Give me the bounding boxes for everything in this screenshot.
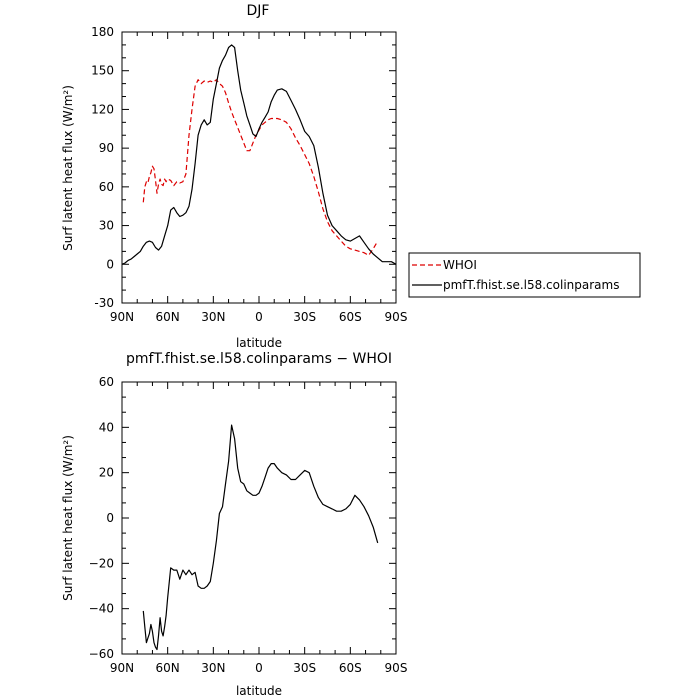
top-x-tick-label: 60S [339, 310, 362, 324]
bottom-ticks [121, 381, 397, 655]
top-series-line-whoi [142, 79, 379, 256]
top-plot-frame [121, 31, 397, 304]
bottom-y-tick-label: 20 [99, 466, 114, 480]
bottom-x-tick-label: 30S [293, 661, 316, 675]
bottom-y-tick-label: −40 [89, 602, 114, 616]
bottom-y-tick-label: 40 [99, 420, 114, 434]
bottom-x-tick-label: 60N [156, 661, 180, 675]
bottom-panel: pmfT.fhist.se.l58.colinparams − WHOI 90N… [61, 351, 407, 698]
bottom-y-tick-label: −60 [89, 647, 114, 661]
top-series-line-pmft [121, 44, 397, 265]
legend-box [408, 252, 641, 298]
top-y-tick-labels: -30 0 30 60 90 120 150 180 [91, 25, 114, 310]
top-y-tick-label: 0 [106, 257, 114, 271]
top-x-tick-label: 60N [156, 310, 180, 324]
bottom-series-line-difference [142, 424, 379, 651]
top-chart-title: DJF [247, 3, 270, 19]
top-y-tick-label: 60 [99, 180, 114, 194]
top-y-tick-label: 150 [91, 64, 114, 78]
top-y-tick-label: 90 [99, 141, 114, 155]
legend: WHOI pmfT.fhist.se.l58.colinparams [408, 252, 641, 298]
top-y-tick-label: 30 [99, 219, 114, 233]
bottom-x-tick-label: 60S [339, 661, 362, 675]
top-x-axis-label: latitude [236, 336, 282, 350]
top-panel: DJF 90N 60N 30N 0 30S 60S 90S -30 0 30 60 90 120 150… [61, 3, 407, 350]
top-x-tick-label: 90S [385, 310, 408, 324]
bottom-chart-title: pmfT.fhist.se.l58.colinparams − WHOI [126, 351, 392, 367]
top-y-tick-label: 180 [91, 25, 114, 39]
bottom-x-tick-label: 90S [385, 661, 408, 675]
bottom-plot-frame [121, 381, 397, 655]
bottom-y-axis-label: Surf latent heat flux (W/m²) [61, 435, 75, 601]
bottom-y-tick-label: 0 [106, 511, 114, 525]
bottom-y-tick-label: 60 [99, 375, 114, 389]
top-x-tick-label: 30S [293, 310, 316, 324]
bottom-x-tick-label: 90N [110, 661, 134, 675]
bottom-y-tick-label: −20 [89, 556, 114, 570]
top-ticks [121, 31, 397, 304]
top-y-axis-label: Surf latent heat flux (W/m²) [61, 85, 75, 251]
top-y-tick-label: -30 [94, 296, 114, 310]
legend-label-model: pmfT.fhist.se.l58.colinparams [443, 278, 619, 292]
bottom-x-tick-label: 0 [255, 661, 263, 675]
top-x-tick-labels: 90N 60N 30N 0 30S 60S 90S [110, 310, 408, 324]
bottom-x-axis-label: latitude [236, 684, 282, 698]
top-y-tick-label: 120 [91, 102, 114, 116]
top-x-tick-label: 0 [255, 310, 263, 324]
top-series-group [121, 44, 397, 265]
bottom-x-tick-labels: 90N 60N 30N 0 30S 60S 90S [110, 661, 408, 675]
bottom-series-group [142, 424, 379, 651]
top-x-tick-label: 90N [110, 310, 134, 324]
legend-label-whoi: WHOI [443, 258, 477, 272]
bottom-y-tick-labels: −60 −40 −20 0 20 40 60 [89, 375, 114, 661]
bottom-x-tick-label: 30N [201, 661, 225, 675]
top-x-tick-label: 30N [201, 310, 225, 324]
